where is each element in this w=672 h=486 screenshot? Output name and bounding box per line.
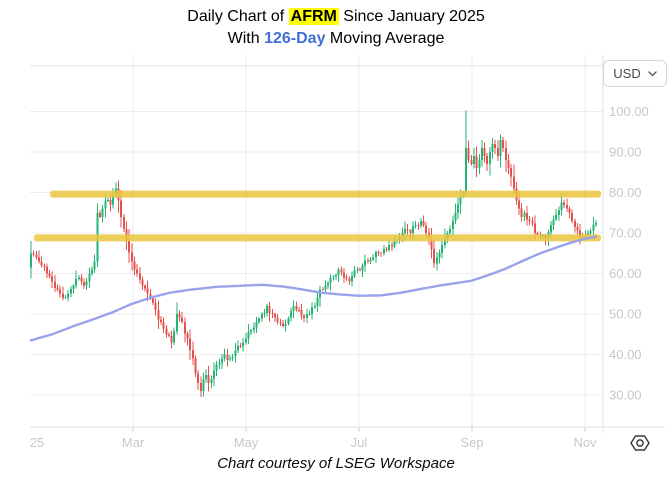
chart-title-line2: With 126-Day Moving Average <box>0 28 672 50</box>
hexagon-nut-icon <box>630 435 650 451</box>
y-axis-label: 30.00 <box>609 388 642 403</box>
candlestick-series <box>30 110 597 397</box>
moving-average-line <box>29 235 598 342</box>
y-axis-label: 50.00 <box>609 307 642 322</box>
axis-labels: 100.00 90.00 80.00 70.00 60.00 50.00 40.00 30.0… <box>30 104 649 450</box>
title-text: With <box>227 30 265 47</box>
y-axis-label: 70.00 <box>609 226 642 241</box>
title-text: Moving Average <box>325 30 445 47</box>
y-axis-label: 40.00 <box>609 347 642 362</box>
x-axis-label: Jul <box>351 435 368 450</box>
chart-title: Daily Chart of AFRM Since January 2025 W… <box>0 6 672 50</box>
chart-settings-button[interactable] <box>627 432 653 454</box>
ma-period-highlight: 126-Day <box>264 30 326 47</box>
price-band <box>34 234 601 242</box>
y-axis-label: 80.00 <box>609 185 642 200</box>
price-band <box>50 190 602 198</box>
chart-title-line1: Daily Chart of AFRM Since January 2025 <box>0 6 672 28</box>
horizontal-price-bands <box>34 190 602 242</box>
x-axis-label: 25 <box>30 435 44 450</box>
y-axis-label: 100.00 <box>609 104 649 119</box>
x-axis-label: May <box>234 435 259 450</box>
ticker-highlight: AFRM <box>288 8 339 25</box>
y-axis-label: 90.00 <box>609 145 642 160</box>
title-text: Since January 2025 <box>338 8 485 25</box>
x-axis-label: Sep <box>460 435 483 450</box>
x-axis-label: Mar <box>122 435 145 450</box>
chevron-down-icon <box>648 70 657 76</box>
x-axis-label: Nov <box>573 435 597 450</box>
currency-selector[interactable]: USD <box>603 60 667 87</box>
y-axis-label: 60.00 <box>609 266 642 281</box>
chart-source-caption: Chart courtesy of LSEG Workspace <box>217 455 455 472</box>
title-text: Daily Chart of <box>187 8 289 25</box>
currency-selector-label: USD <box>613 66 641 81</box>
